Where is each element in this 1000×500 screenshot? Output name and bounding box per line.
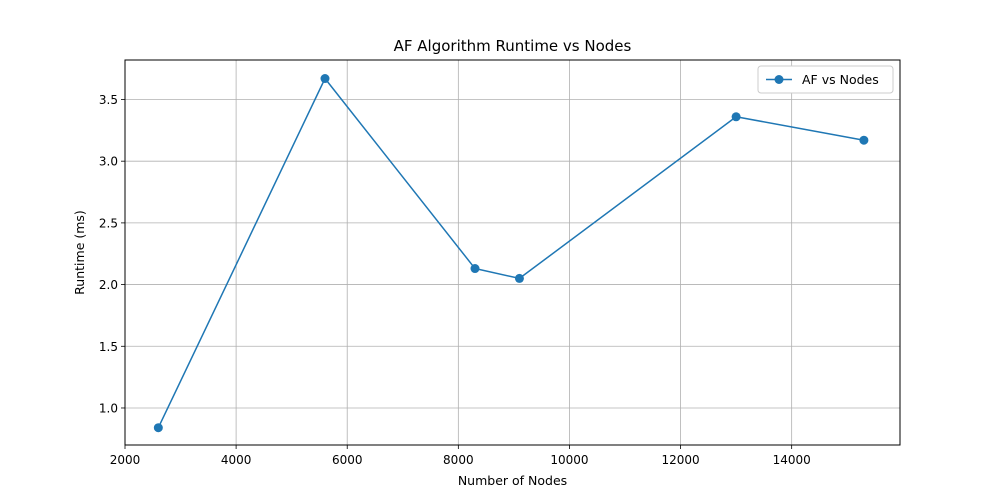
x-axis-label: Number of Nodes bbox=[458, 473, 567, 488]
x-tick-label: 6000 bbox=[332, 453, 363, 467]
data-point bbox=[470, 264, 480, 274]
y-tick-label: 1.5 bbox=[99, 340, 118, 354]
plot-frame bbox=[124, 59, 901, 446]
x-axis: 2000 4000 6000 8000 10000 12000 14000 bbox=[110, 445, 811, 467]
series-layer bbox=[153, 74, 869, 433]
y-axis-label: Runtime (ms) bbox=[72, 210, 87, 295]
y-tick-label: 1.0 bbox=[99, 401, 118, 415]
legend-box bbox=[757, 65, 894, 94]
data-point bbox=[514, 273, 524, 283]
data-point bbox=[731, 112, 741, 122]
data-point bbox=[153, 423, 163, 433]
legend-marker bbox=[774, 75, 784, 84]
x-tick-label: 8000 bbox=[443, 453, 474, 467]
y-axis: 1.0 1.5 2.0 2.5 3.0 3.5 bbox=[99, 93, 125, 415]
grid bbox=[124, 60, 900, 445]
data-point bbox=[859, 135, 869, 145]
x-tick-label: 2000 bbox=[110, 453, 141, 467]
data-point bbox=[320, 74, 330, 84]
y-tick-label: 3.0 bbox=[99, 155, 118, 169]
x-tick-label: 4000 bbox=[221, 453, 252, 467]
x-tick-label: 10000 bbox=[550, 453, 588, 467]
x-tick-label: 14000 bbox=[773, 453, 811, 467]
x-tick-label: 12000 bbox=[661, 453, 699, 467]
chart-title: AF Algorithm Runtime vs Nodes bbox=[394, 37, 632, 55]
legend-label: AF vs Nodes bbox=[802, 72, 879, 87]
y-tick-label: 2.5 bbox=[99, 216, 118, 230]
legend: AF vs Nodes bbox=[757, 65, 894, 94]
y-tick-label: 2.0 bbox=[99, 278, 118, 292]
series-line bbox=[157, 77, 865, 429]
y-tick-label: 3.5 bbox=[99, 93, 118, 107]
